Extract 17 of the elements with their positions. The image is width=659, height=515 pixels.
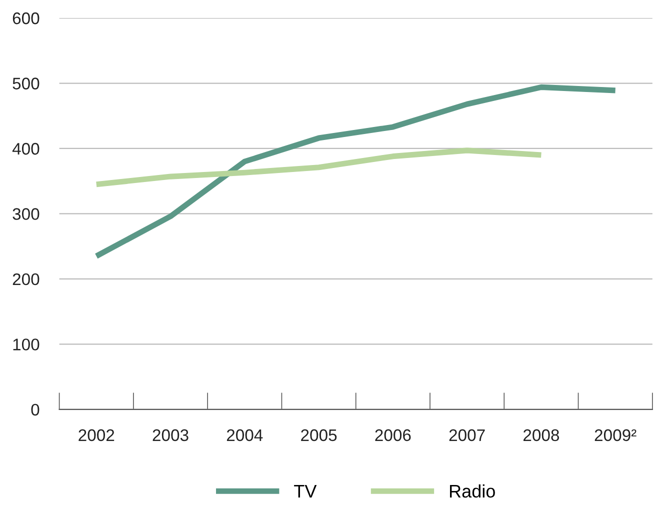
y-tick-label: 400 [12, 142, 40, 155]
x-tick-label: 2002 [78, 429, 114, 442]
y-tick-label: 0 [31, 404, 40, 416]
legend-label: Radio [450, 484, 495, 498]
x-tick-label: 2005 [301, 429, 337, 442]
x-tick-label: 2004 [226, 429, 263, 442]
y-tick-label: 300 [12, 208, 40, 220]
y-tick-label: 100 [13, 338, 40, 350]
y-tick-label: 200 [12, 273, 40, 286]
x-tick-label: 2008 [524, 429, 560, 442]
y-tick-label: 600 [12, 12, 40, 24]
legend-label: TV [294, 485, 317, 498]
x-tick-label: 2007 [449, 429, 485, 442]
y-tick-label: 500 [12, 78, 40, 90]
x-tick-label: 2009² [594, 429, 636, 442]
x-tick-label: 2003 [152, 429, 188, 442]
x-tick-label: 2006 [375, 429, 411, 442]
